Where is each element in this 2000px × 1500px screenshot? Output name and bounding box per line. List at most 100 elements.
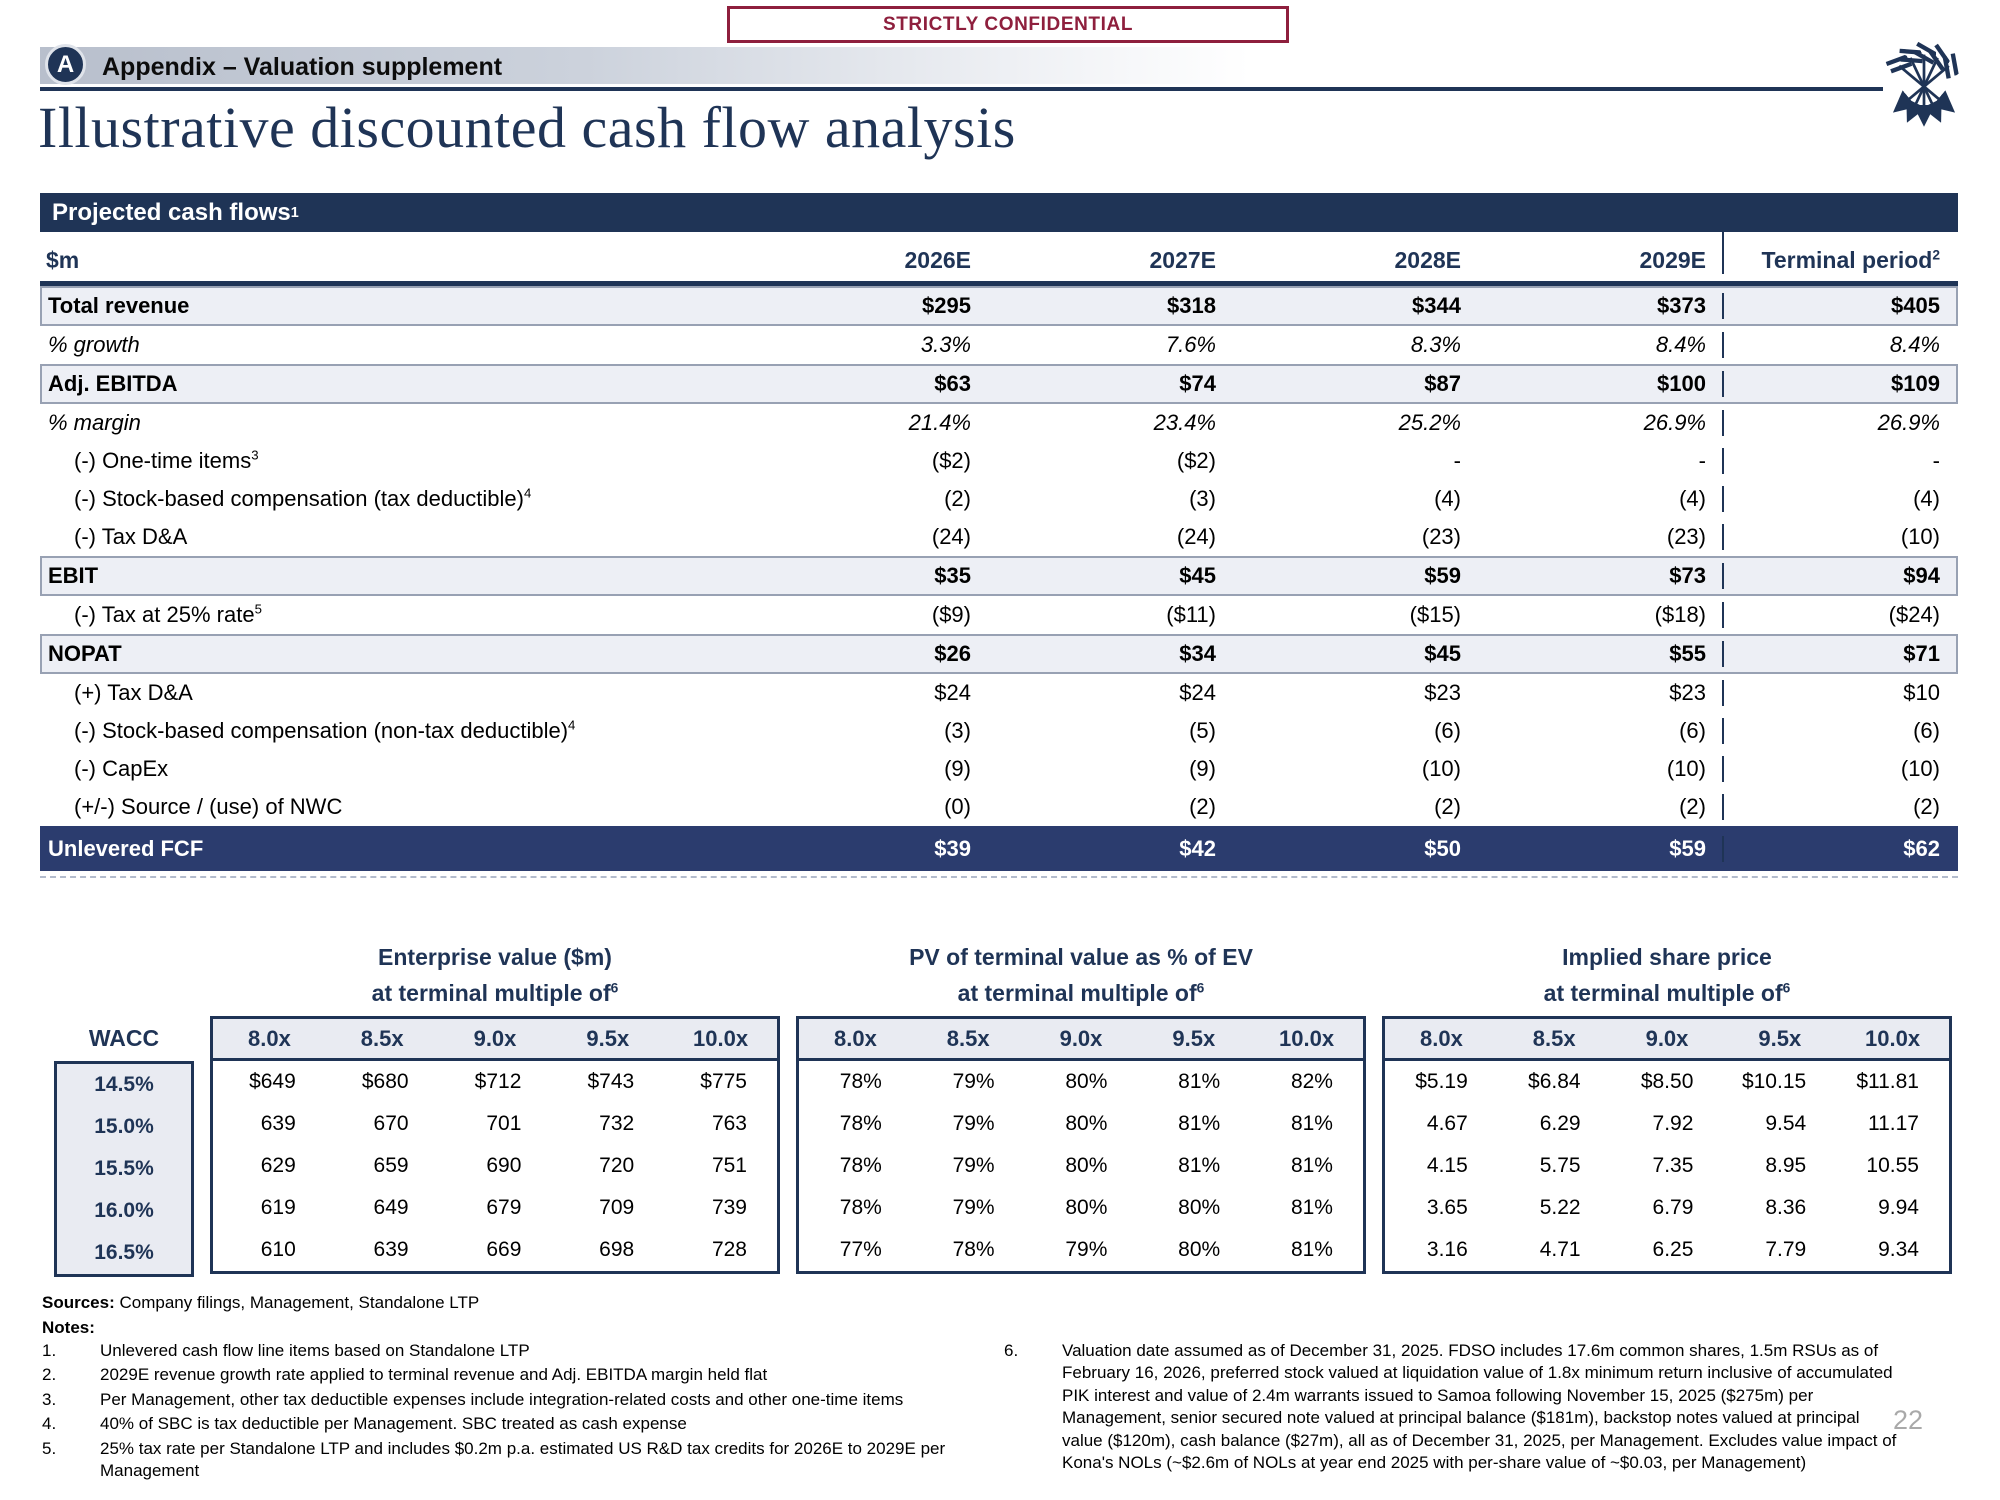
table-cell: (23)	[1666, 524, 1706, 549]
multiples-header-row: 8.0x 8.5x 9.0x 9.5x 10.0x	[213, 1019, 777, 1061]
year-column-header: 2026E	[904, 247, 971, 273]
table-cell: (2)	[1434, 794, 1461, 819]
notes-columns: 1. Unlevered cash flow line items based o…	[42, 1340, 1940, 1485]
table-cell: $26	[934, 641, 971, 666]
table-row: $649 $680 $712 $743 $775	[213, 1061, 777, 1103]
table-cell: (2)	[944, 486, 971, 511]
page-number: 22	[1893, 1405, 1924, 1435]
table-cell: $5.19	[1415, 1070, 1468, 1093]
table-cell: $87	[1424, 371, 1461, 396]
table-cell: 79%	[1065, 1238, 1108, 1261]
note-text: Valuation date assumed as of December 31…	[1062, 1340, 1897, 1473]
table-cell: 78%	[839, 1196, 882, 1219]
table-cell: (2)	[1189, 794, 1216, 819]
table-cell: (10)	[1421, 756, 1461, 781]
table-row: 78% 79% 80% 81% 81%	[799, 1103, 1363, 1145]
table-title-bar: Projected cash flows 1	[40, 193, 1958, 232]
table-cell: (3)	[1189, 486, 1216, 511]
wacc-value: 14.5%	[94, 1073, 154, 1096]
table-row: (-) Tax at 25% rate5 ($9) ($11) ($15) ($18) (…	[40, 596, 1958, 634]
row-label: (-) Stock-based compensation (tax deduct…	[74, 485, 532, 511]
table-row: EBIT $35 $45 $59 $73 $94	[40, 556, 1958, 596]
table-cell: 639	[373, 1238, 409, 1261]
note-item: 3. Per Management, other tax deductible e…	[42, 1389, 994, 1411]
confidential-banner: STRICTLY CONFIDENTIAL	[727, 6, 1289, 43]
table-cell: -	[1698, 448, 1706, 473]
table-cell: 78%	[952, 1238, 995, 1261]
table-cell: (9)	[944, 756, 971, 781]
table-cell: 78%	[839, 1070, 882, 1093]
table-cell: 4.15	[1426, 1154, 1468, 1177]
table-cell: 9.94	[1878, 1196, 1919, 1219]
table-cell: 659	[373, 1154, 409, 1177]
table-row: $5.19 $6.84 $8.50 $10.15 $11.81	[1385, 1061, 1949, 1103]
year-column-header: 2029E	[1639, 247, 1706, 273]
sensitivity-table-title: Implied share price at terminal multiple …	[1382, 938, 1952, 1016]
table-cell: 10.55	[1866, 1154, 1919, 1177]
table-cell: $71	[1722, 641, 1956, 667]
sensitivity-grid: 8.0x 8.5x 9.0x 9.5x 10.0x $5.19 $6.84 $8.50 $10.…	[1382, 1016, 1952, 1274]
row-label: (-) Tax at 25% rate5	[74, 601, 262, 627]
wacc-label: WACC	[88, 1025, 160, 1051]
note-item: 2. 2029E revenue growth rate applied to t…	[42, 1364, 994, 1386]
multiples-header-row: 8.0x 8.5x 9.0x 9.5x 10.0x	[799, 1019, 1363, 1061]
table-cell: $45	[1424, 641, 1461, 666]
table-cell: $42	[1179, 835, 1216, 861]
multiple-header: 9.5x	[1172, 1025, 1216, 1051]
table-cell: $23	[1424, 680, 1461, 705]
table-cell: ($9)	[931, 602, 971, 627]
table-cell: 9.54	[1765, 1112, 1807, 1135]
sensitivity-grid: 8.0x 8.5x 9.0x 9.5x 10.0x 78% 79% 80% 81% 82% 78% 7…	[796, 1016, 1366, 1274]
row-label: Unlevered FCF	[48, 835, 204, 861]
table-row: (-) One-time items3 ($2) ($2) - - -	[40, 442, 1958, 480]
table-cell: 80%	[1065, 1070, 1108, 1093]
table-row: (-) Stock-based compensation (non-tax de…	[40, 712, 1958, 750]
table-row: 639 670 701 732 763	[213, 1103, 777, 1145]
sensitivity-table-title: Enterprise value ($m) at terminal multipl…	[210, 938, 780, 1016]
table-row: % margin 21.4% 23.4% 25.2% 26.9% 26.9%	[40, 404, 1958, 442]
table-cell: 690	[486, 1154, 522, 1177]
multiple-header: 8.5x	[360, 1025, 404, 1051]
table-row: 3.65 5.22 6.79 8.36 9.94	[1385, 1187, 1949, 1229]
table-cell: 7.92	[1652, 1112, 1694, 1135]
note-text: Unlevered cash flow line items based on …	[100, 1340, 530, 1360]
arrows-logo	[1884, 40, 1964, 127]
table-cell: $11.81	[1856, 1070, 1919, 1093]
notes-left-column: 1. Unlevered cash flow line items based o…	[42, 1340, 994, 1485]
table-cell: ($15)	[1409, 602, 1461, 627]
note-text: 40% of SBC is tax deductible per Managem…	[100, 1414, 687, 1434]
table-cell: 79%	[952, 1196, 995, 1219]
page-title: Illustrative discounted cash flow analys…	[38, 95, 1016, 160]
table-row: Adj. EBITDA $63 $74 $87 $100 $109	[40, 364, 1958, 404]
table-cell: $45	[1179, 563, 1216, 588]
sensitivity-title-line2: at terminal multiple of6	[371, 980, 619, 1006]
note-number: 2.	[42, 1365, 57, 1385]
footnotes: Sources: Company filings, Management, St…	[42, 1292, 1940, 1485]
table-cell: 8.36	[1765, 1196, 1807, 1219]
table-cell: 82%	[1290, 1070, 1333, 1093]
sources-label: Sources:	[42, 1293, 115, 1312]
table-cell: 763	[711, 1112, 747, 1135]
table-cell: $743	[587, 1070, 635, 1093]
unit-label: $m	[46, 247, 80, 273]
table-cell: -	[1722, 448, 1956, 474]
sensitivity-table: Implied share price at terminal multiple …	[1382, 938, 1952, 1274]
table-cell: $63	[934, 371, 971, 396]
table-row: (+/-) Source / (use) of NWC (0) (2) (2) (2) (…	[40, 788, 1958, 826]
table-cell: 5.22	[1539, 1196, 1581, 1219]
row-label: EBIT	[48, 563, 99, 588]
notes-right-column: 6. Valuation date assumed as of December …	[1004, 1340, 1904, 1485]
note-number: 4.	[42, 1414, 57, 1434]
table-cell: 739	[711, 1196, 747, 1219]
table-cell: 698	[599, 1238, 635, 1261]
table-cell: $59	[1424, 563, 1461, 588]
table-cell: 7.79	[1765, 1238, 1807, 1261]
note-item: 5. 25% tax rate per Standalone LTP and in…	[42, 1438, 994, 1483]
note-number: 3.	[42, 1389, 57, 1409]
table-cell: 25.2%	[1398, 410, 1461, 435]
table-row: 4.15 5.75 7.35 8.95 10.55	[1385, 1145, 1949, 1187]
note-text: 25% tax rate per Standalone LTP and incl…	[100, 1438, 946, 1481]
table-cell: 3.16	[1426, 1238, 1468, 1261]
sensitivity-table: Enterprise value ($m) at terminal multipl…	[210, 938, 780, 1274]
table-cell: $712	[474, 1070, 522, 1093]
